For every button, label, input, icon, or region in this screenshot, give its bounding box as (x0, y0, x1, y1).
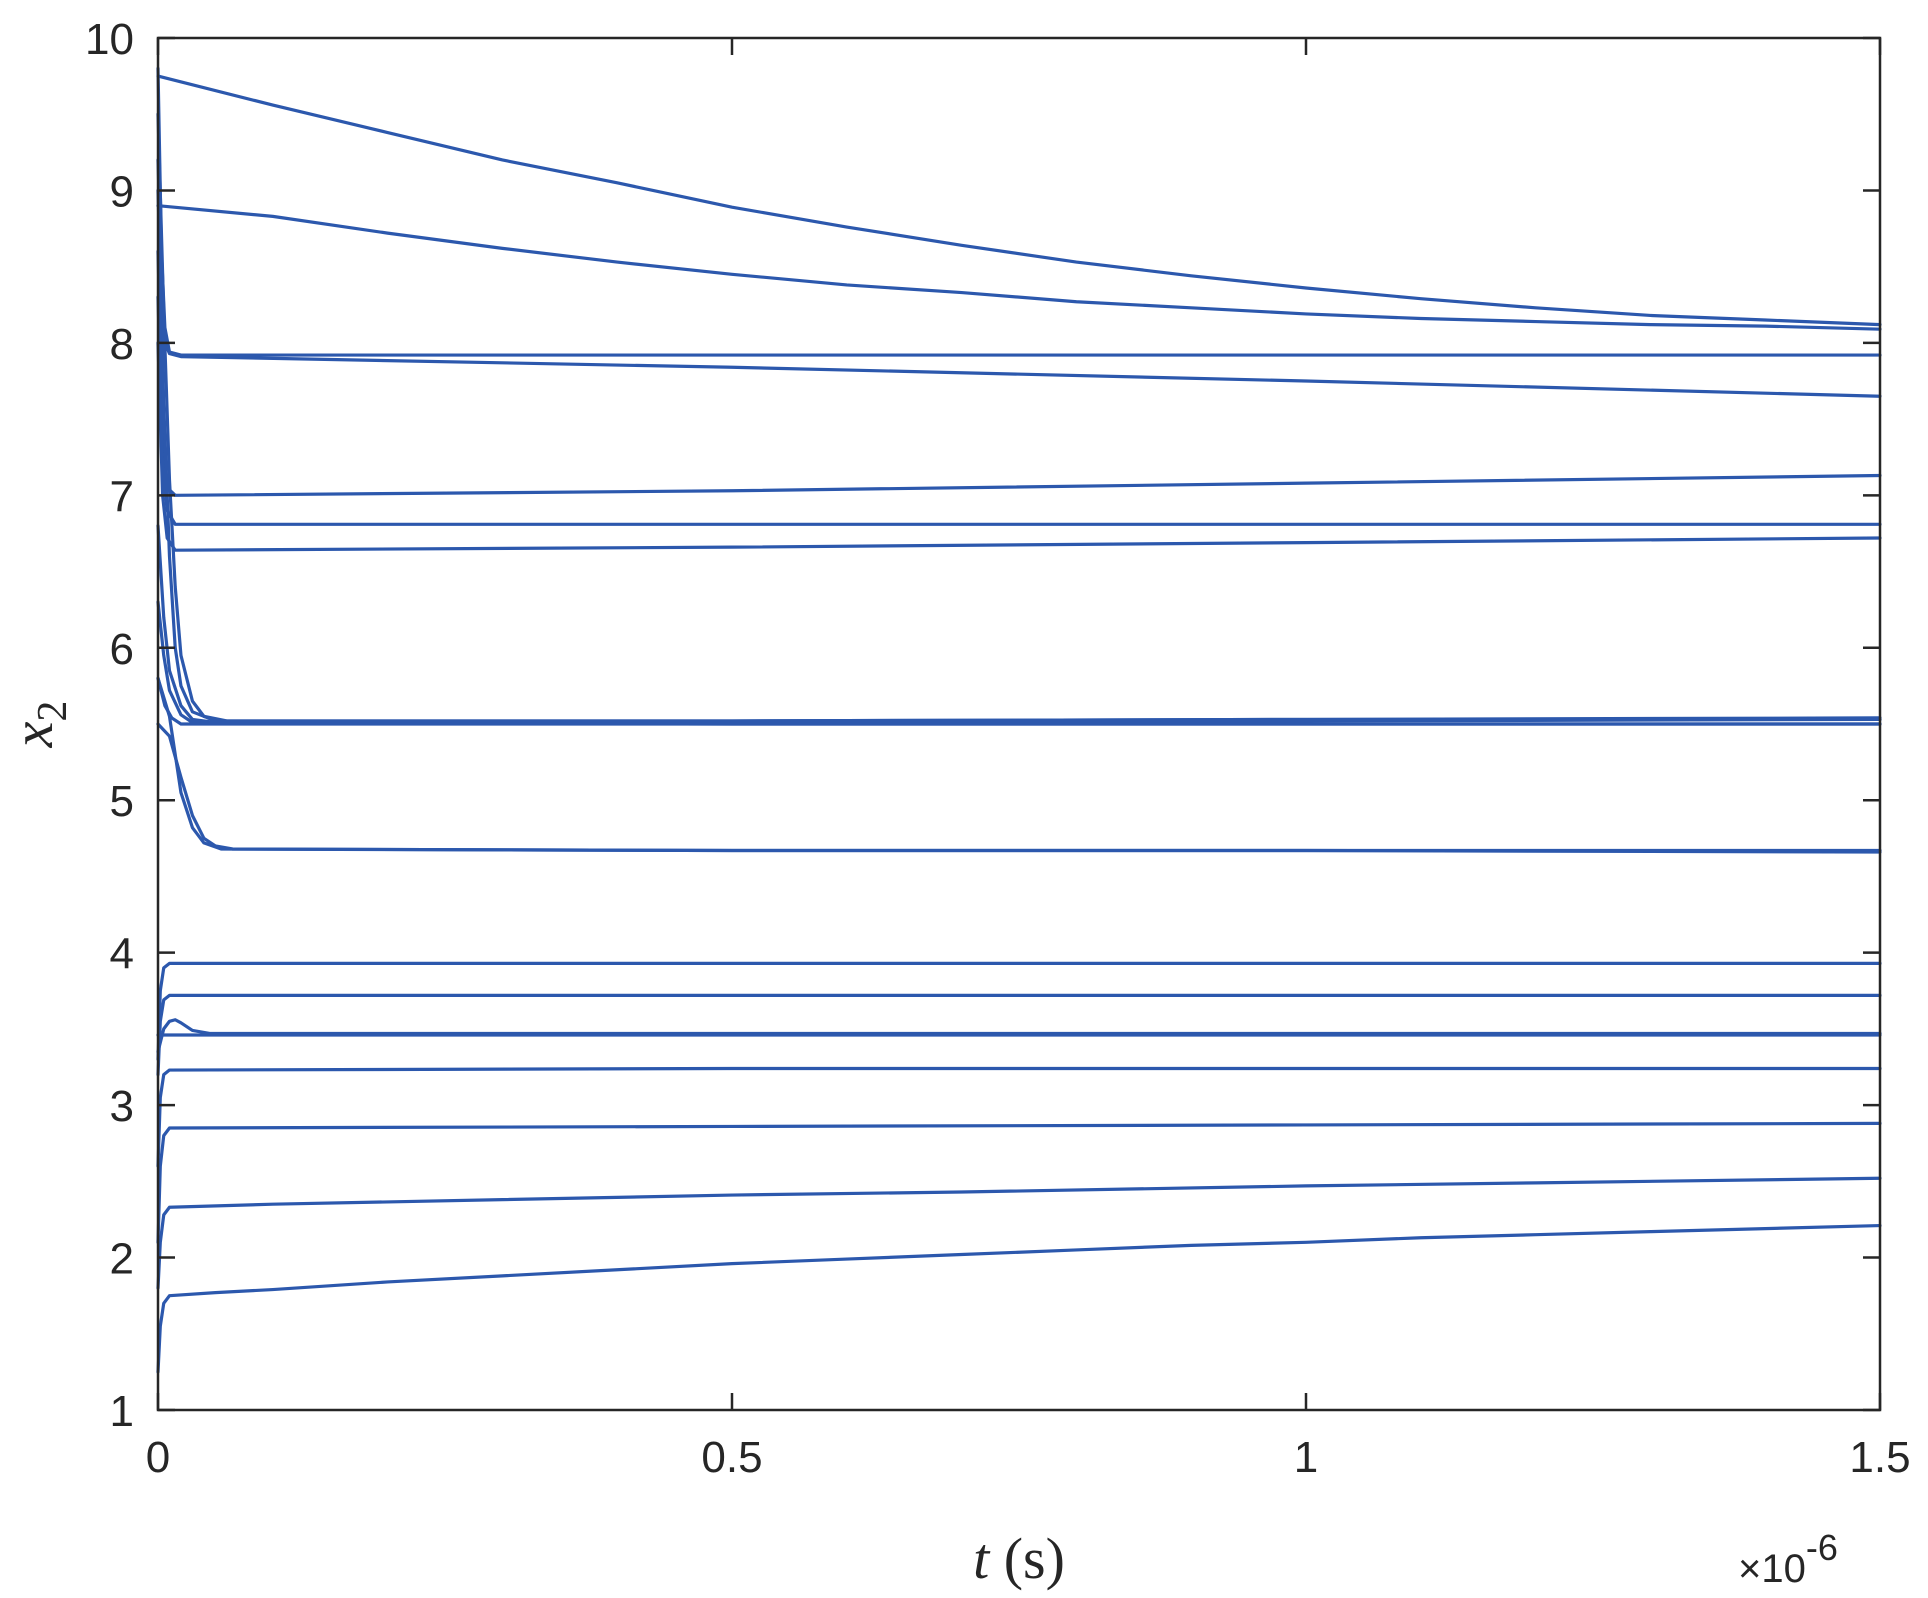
x-axis-unit: (s) (1004, 1526, 1065, 1591)
x-tick-label: 0.5 (701, 1433, 762, 1482)
series-line-16 (156, 993, 1882, 1077)
y-tick-label: 2 (110, 1235, 134, 1284)
x-axis-label: t (s) (973, 1526, 1065, 1591)
series-line-19 (156, 1066, 1882, 1168)
x-axis-multiplier: ×10-6 (1738, 1527, 1838, 1591)
y-tick-label: 6 (110, 625, 134, 674)
x-multiplier-prefix: ×10 (1738, 1547, 1806, 1591)
y-tick-label: 4 (110, 930, 134, 979)
x-tick-label: 1 (1294, 1433, 1318, 1482)
y-tick-label: 5 (110, 777, 134, 826)
tick-layer: 0 0.5 1 1.5 1 2 3 4 5 6 7 8 9 10 (85, 15, 1911, 1482)
series-line-1 (156, 74, 1882, 327)
x-tick-label: 0 (146, 1433, 170, 1482)
series-layer (156, 66, 1882, 1374)
series-line-2 (156, 204, 1882, 331)
series-line-10 (156, 524, 1882, 725)
y-tick-label: 7 (110, 472, 134, 521)
series-line-15 (156, 961, 1882, 1061)
y-tick-label: 10 (85, 15, 134, 64)
series-line-14 (156, 676, 1882, 854)
y-axis-variable: x (0, 721, 65, 748)
series-line-22 (156, 1223, 1882, 1374)
y-tick-label: 9 (110, 167, 134, 216)
y-tick-label: 8 (110, 320, 134, 369)
x-tick-label: 1.5 (1849, 1433, 1910, 1482)
x-multiplier-exponent: -6 (1806, 1527, 1838, 1568)
series-line-20 (156, 1121, 1882, 1244)
y-axis-subscript: 2 (30, 701, 76, 722)
axes-box (156, 36, 1882, 1412)
y-tick-label: 3 (110, 1082, 134, 1131)
y-tick-label: 1 (110, 1387, 134, 1436)
x-axis-variable: t (973, 1526, 991, 1591)
series-line-21 (156, 1176, 1882, 1290)
y-axis-label: x2 (0, 701, 76, 749)
